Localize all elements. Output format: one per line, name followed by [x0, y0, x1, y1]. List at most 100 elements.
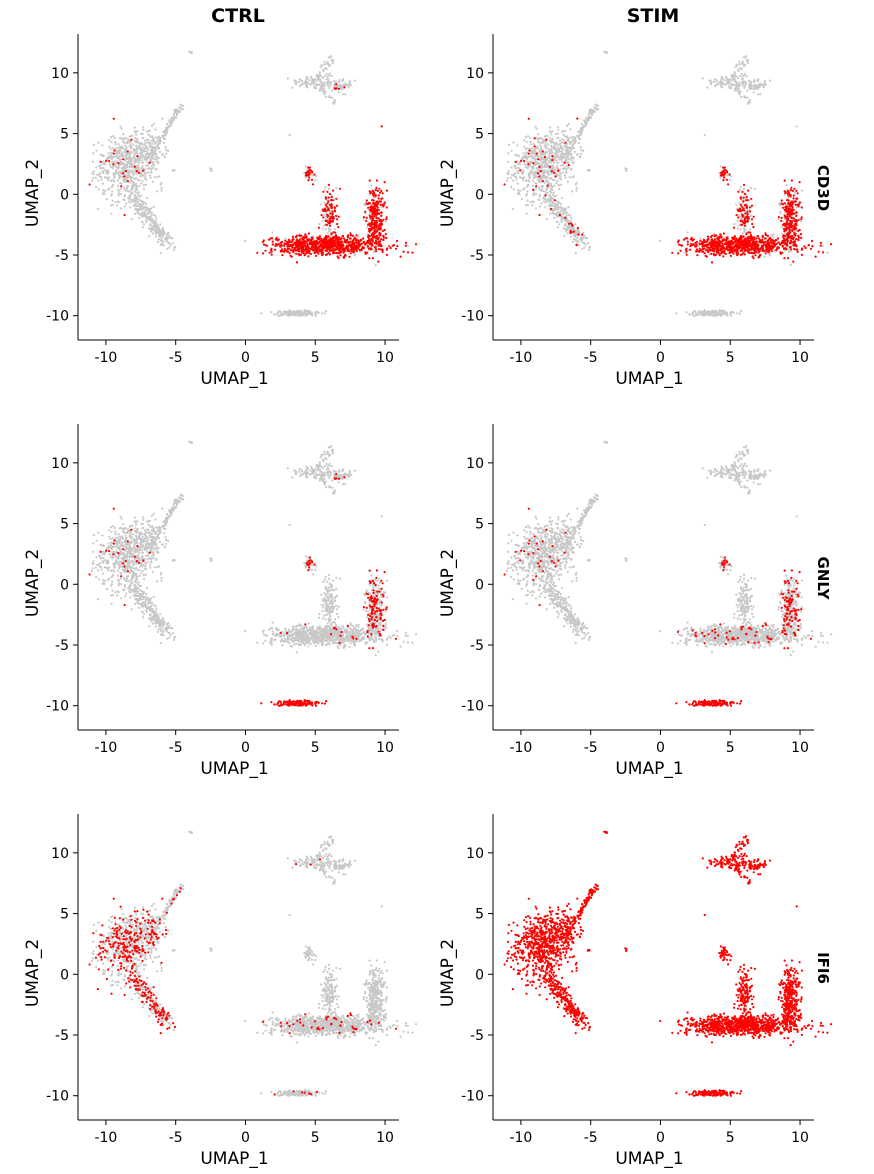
cell-point — [362, 218, 365, 221]
cell-point — [385, 189, 389, 192]
cell-point — [551, 210, 554, 213]
cell-point — [368, 247, 371, 250]
cell-point — [298, 78, 301, 81]
cell-point — [153, 150, 157, 153]
cell-point — [295, 81, 298, 84]
cell-point — [119, 161, 122, 164]
cell-point — [567, 222, 571, 225]
row-label-ifi6: IFI6 — [814, 952, 832, 984]
cell-point — [123, 175, 126, 178]
cell-point — [154, 142, 157, 146]
cell-point — [724, 236, 727, 239]
cell-point — [384, 232, 387, 236]
cell-point — [141, 145, 144, 148]
cell-point — [120, 158, 123, 161]
cell-point — [140, 166, 143, 169]
cell-point — [538, 165, 541, 168]
cell-point — [552, 161, 556, 164]
cell-point — [144, 172, 147, 175]
cell-point — [575, 186, 578, 190]
cell-point — [96, 173, 99, 176]
cell-point — [127, 189, 130, 193]
cell-point — [564, 207, 567, 210]
cell-point — [587, 119, 590, 122]
cell-point — [146, 207, 150, 210]
cell-point — [133, 165, 136, 168]
cell-point — [516, 144, 519, 147]
cell-point — [312, 183, 315, 186]
cell-point — [121, 163, 124, 166]
cell-point — [150, 145, 154, 148]
cell-point — [88, 183, 91, 186]
cell-point — [540, 189, 543, 192]
cell-point — [326, 60, 329, 63]
cell-point — [541, 180, 545, 183]
cell-point — [152, 139, 155, 142]
cell-point — [569, 222, 573, 225]
cell-point — [560, 220, 563, 224]
cell-point — [339, 83, 342, 86]
cell-point — [124, 149, 127, 152]
cell-point — [154, 219, 157, 222]
cell-point — [294, 248, 297, 251]
cell-point — [753, 80, 756, 83]
cell-point — [156, 147, 160, 150]
cell-point — [288, 133, 291, 137]
cell-point — [330, 75, 333, 78]
cell-point — [309, 311, 312, 314]
cell-point — [579, 134, 582, 137]
cell-point — [331, 208, 334, 211]
cell-point — [335, 197, 338, 200]
cell-point — [335, 83, 338, 86]
cell-point — [772, 233, 775, 236]
cell-point — [116, 200, 119, 203]
cell-point — [109, 154, 112, 157]
cell-point — [380, 230, 383, 233]
cell-point — [313, 240, 316, 243]
cell-point — [117, 176, 121, 179]
cell-point — [385, 218, 388, 221]
cell-point — [753, 187, 757, 190]
cell-point — [536, 146, 539, 149]
cell-point — [743, 72, 746, 75]
cell-point — [723, 171, 727, 174]
cell-point — [561, 196, 564, 200]
cell-point — [544, 143, 547, 146]
cell-point — [323, 81, 326, 84]
cell-point — [718, 310, 721, 313]
cell-point — [550, 144, 553, 147]
cell-point — [380, 214, 383, 217]
cell-point — [583, 242, 586, 245]
cell-point — [550, 139, 554, 142]
cell-point — [342, 83, 345, 86]
cell-point — [516, 192, 519, 195]
cell-point — [327, 207, 330, 210]
cell-point — [559, 208, 563, 211]
cell-point — [109, 147, 112, 150]
cell-point — [154, 168, 157, 171]
cell-point — [164, 129, 167, 132]
cell-point — [728, 86, 731, 90]
cell-point — [154, 222, 158, 225]
cell-point — [284, 311, 287, 314]
cell-point — [162, 240, 165, 243]
cell-point — [549, 212, 552, 215]
cell-point — [96, 179, 100, 182]
cell-point — [531, 184, 535, 187]
cell-point — [723, 166, 727, 169]
cell-point — [128, 152, 131, 155]
cell-point — [741, 60, 744, 63]
cell-point — [382, 234, 385, 237]
cell-point — [544, 175, 547, 178]
cell-point — [572, 230, 575, 233]
cell-point — [121, 178, 124, 181]
cell-point — [322, 238, 326, 241]
cell-point — [291, 238, 294, 242]
cell-point — [525, 179, 528, 182]
cell-point — [172, 248, 176, 251]
cell-point — [345, 84, 349, 87]
cell-point — [570, 136, 574, 139]
cell-point — [119, 172, 122, 175]
cell-point — [134, 137, 137, 140]
cell-point — [152, 157, 155, 160]
